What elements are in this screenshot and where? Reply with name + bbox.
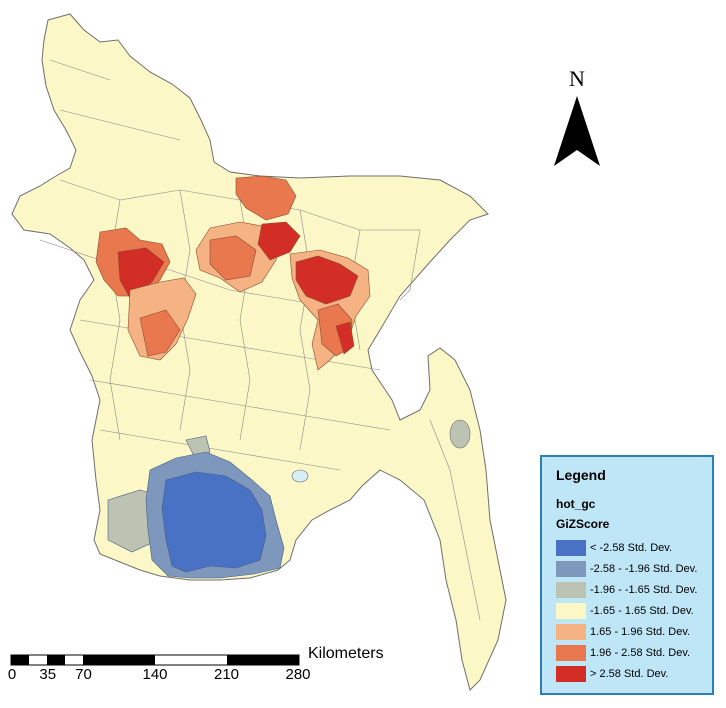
- north-arrow-icon: [554, 96, 600, 166]
- legend-swatch: [556, 623, 586, 640]
- legend-swatch: [556, 539, 586, 556]
- legend-field-name: GiZScore: [556, 517, 610, 531]
- hotspot-clusters: [95, 175, 371, 371]
- scale-tick-label: 70: [75, 666, 92, 683]
- legend-layer-name: hot_gc: [556, 497, 596, 511]
- legend-label: -1.96 - -1.65 Std. Dev.: [590, 583, 698, 596]
- legend-label: < -2.58 Std. Dev.: [590, 541, 673, 554]
- scale-bar: Kilometers 0 35 70 140 210 280: [7, 645, 384, 693]
- legend-item: 1.65 - 1.96 Std. Dev.: [556, 621, 698, 642]
- legend-label: > 2.58 Std. Dev.: [590, 667, 669, 680]
- legend-item: -2.58 - -1.96 Std. Dev.: [556, 558, 698, 579]
- water-body: [291, 469, 309, 483]
- scale-unit: Kilometers: [308, 645, 384, 662]
- legend-swatch: [556, 602, 586, 619]
- island-detail: [449, 419, 471, 449]
- scale-bar-graphic: [10, 654, 300, 666]
- legend-item: -1.65 - 1.65 Std. Dev.: [556, 600, 698, 621]
- legend-item: -1.96 - -1.65 Std. Dev.: [556, 579, 698, 600]
- legend-label: -2.58 - -1.96 Std. Dev.: [590, 562, 698, 575]
- legend-swatch: [556, 560, 586, 577]
- legend-item: < -2.58 Std. Dev.: [556, 537, 698, 558]
- legend-swatch: [556, 665, 586, 682]
- legend-swatch: [556, 644, 586, 661]
- scale-tick-label: 210: [213, 666, 240, 683]
- north-arrow: N: [548, 66, 606, 176]
- legend-swatch: [556, 581, 586, 598]
- country-mainland: [11, 13, 507, 691]
- coldspot-clusters: [107, 435, 285, 579]
- scale-tick-label: 0: [7, 666, 17, 683]
- legend-label: -1.65 - 1.65 Std. Dev.: [590, 604, 694, 617]
- scale-tick-label: 140: [142, 666, 168, 683]
- legend-title: Legend: [556, 467, 606, 483]
- scale-tick-label: 280: [285, 666, 311, 683]
- legend-label: 1.65 - 1.96 Std. Dev.: [590, 625, 691, 638]
- map-legend: Legend hot_gc GiZScore < -2.58 Std. Dev.…: [540, 455, 714, 695]
- legend-item: 1.96 - 2.58 Std. Dev.: [556, 642, 698, 663]
- legend-item: > 2.58 Std. Dev.: [556, 663, 698, 684]
- scale-tick-label: 35: [39, 666, 57, 683]
- north-label: N: [569, 66, 585, 91]
- legend-label: 1.96 - 2.58 Std. Dev.: [590, 646, 691, 659]
